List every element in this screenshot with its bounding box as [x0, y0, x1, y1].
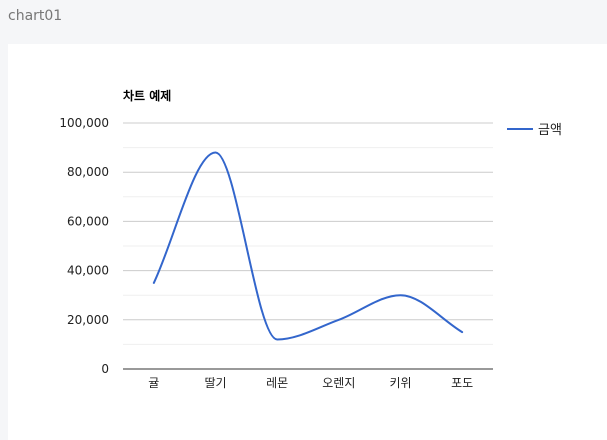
data-point[interactable]: [151, 280, 157, 286]
y-axis-tick-labels: 0 20,000 40,000 60,000 80,000 100,000: [59, 116, 109, 376]
minor-gridlines: [123, 147, 493, 345]
x-axis-tick-labels: 귤 딸기 레몬 오렌지 키위 포도: [148, 376, 473, 390]
y-tick-label: 0: [101, 362, 109, 376]
series-line[interactable]: [152, 151, 464, 341]
chart-title: 차트 예제: [123, 88, 171, 103]
x-tick-label: 레몬: [266, 376, 288, 390]
data-point[interactable]: [213, 150, 219, 156]
y-tick-label: 80,000: [67, 165, 109, 179]
x-tick-label: 포도: [451, 376, 473, 390]
y-tick-label: 40,000: [67, 264, 109, 278]
major-gridlines: [123, 122, 493, 370]
data-point[interactable]: [459, 329, 465, 335]
page-title: chart01: [8, 8, 63, 24]
x-tick-label: 귤: [148, 376, 159, 390]
y-tick-label: 20,000: [67, 313, 109, 327]
chart-panel: [8, 44, 607, 440]
data-point[interactable]: [398, 292, 404, 298]
legend-label[interactable]: 금액: [538, 123, 562, 138]
x-tick-label: 오렌지: [322, 376, 355, 390]
data-point[interactable]: [336, 317, 342, 323]
x-tick-label: 키위: [389, 376, 411, 390]
x-tick-label: 딸기: [204, 376, 226, 390]
y-tick-label: 100,000: [59, 116, 109, 130]
legend[interactable]: 금액: [507, 123, 562, 138]
data-point[interactable]: [274, 336, 280, 342]
y-tick-label: 60,000: [67, 214, 109, 228]
series-layer: [151, 150, 465, 342]
